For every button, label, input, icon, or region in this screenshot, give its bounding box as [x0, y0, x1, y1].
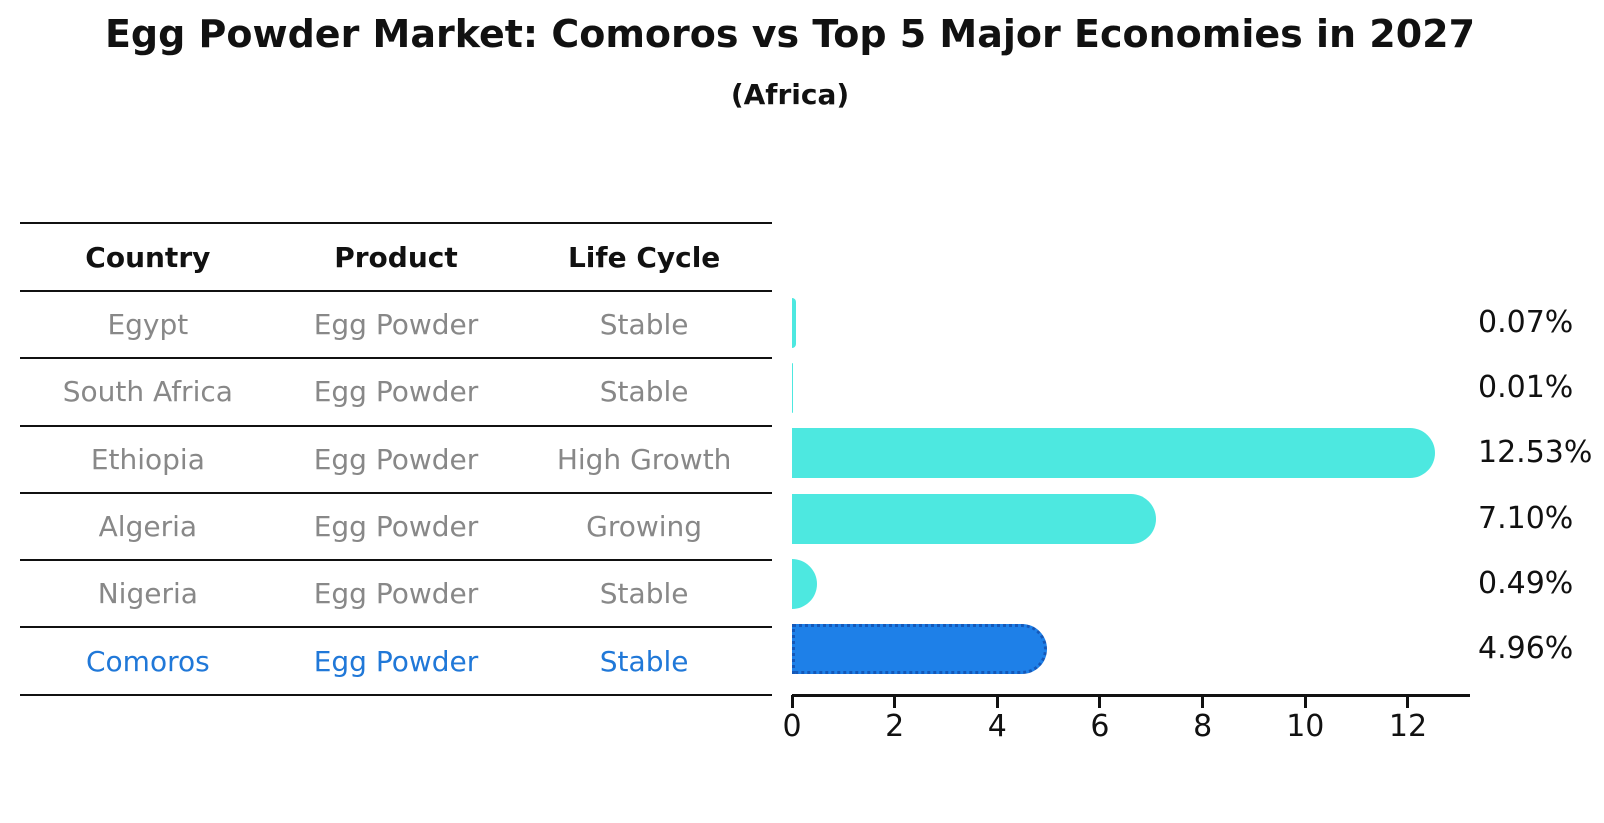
- value-label-south-africa: 0.01%: [1478, 369, 1574, 405]
- table-row: Egypt Egg Powder Stable: [20, 292, 772, 360]
- product-cell: Egg Powder: [313, 442, 479, 476]
- bar-egypt: [792, 297, 796, 348]
- product-cell: Egg Powder: [313, 577, 479, 611]
- life-cycle-cell: Stable: [599, 375, 689, 409]
- x-axis-tick-10: [1303, 695, 1307, 708]
- chart-subtitle: (Africa): [730, 78, 850, 111]
- x-axis-tick-label-4: 4: [987, 709, 1007, 744]
- value-label-egypt: 0.07%: [1478, 304, 1574, 340]
- country-cell: Ethiopia: [90, 442, 205, 476]
- product-cell: Egg Powder: [313, 510, 479, 544]
- bar-ethiopia: [792, 428, 1436, 479]
- value-label-ethiopia: 12.53%: [1478, 435, 1593, 471]
- value-label-nigeria: 0.49%: [1478, 565, 1574, 601]
- table-row: Ethiopia Egg Powder High Growth: [20, 427, 772, 494]
- x-axis-tick-label-10: 10: [1286, 709, 1325, 744]
- x-axis-tick-label-6: 6: [1090, 709, 1110, 744]
- x-axis-tick-4: [995, 695, 999, 708]
- country-cell: South Africa: [62, 375, 233, 409]
- table-row: Comoros Egg Powder Stable: [20, 628, 772, 696]
- country-cell: Comoros: [85, 644, 210, 678]
- table-row: South Africa Egg Powder Stable: [20, 359, 772, 427]
- value-label-comoros: 4.96%: [1478, 631, 1574, 667]
- column-header-product: Product: [334, 240, 458, 274]
- life-cycle-cell: Stable: [599, 308, 689, 342]
- x-axis-tick-2: [893, 695, 897, 708]
- bar-nigeria: [792, 558, 818, 609]
- product-cell: Egg Powder: [313, 308, 479, 342]
- life-cycle-cell: Stable: [599, 577, 689, 611]
- x-axis-tick-label-0: 0: [782, 709, 802, 744]
- product-cell: Egg Powder: [313, 644, 479, 678]
- country-cell: Algeria: [98, 510, 198, 544]
- x-axis-tick-label-2: 2: [885, 709, 905, 744]
- table-header-row: Country Product Life Cycle: [20, 222, 772, 292]
- bar-south-africa: [792, 362, 793, 413]
- product-cell: Egg Powder: [313, 375, 479, 409]
- column-header-country: Country: [85, 240, 211, 274]
- x-axis-tick-label-12: 12: [1388, 709, 1428, 744]
- x-axis-line: [792, 694, 1470, 697]
- bar-algeria: [792, 493, 1157, 544]
- life-cycle-cell: High Growth: [556, 442, 732, 476]
- table-body: Egypt Egg Powder Stable South Africa Egg…: [20, 292, 772, 696]
- country-cell: Nigeria: [97, 577, 198, 611]
- country-table: Country Product Life Cycle Egypt Egg Pow…: [20, 222, 772, 696]
- x-axis-tick-0: [790, 695, 794, 708]
- life-cycle-cell: Growing: [586, 510, 703, 544]
- table-row: Algeria Egg Powder Growing: [20, 494, 772, 562]
- chart-title: Egg Powder Market: Comoros vs Top 5 Majo…: [104, 12, 1476, 56]
- x-axis-tick-12: [1406, 695, 1410, 708]
- country-cell: Egypt: [107, 308, 189, 342]
- x-axis-tick-6: [1098, 695, 1102, 708]
- x-axis-tick-label-8: 8: [1193, 709, 1213, 744]
- x-axis-tick-8: [1201, 695, 1205, 708]
- bar-comoros: [792, 624, 1047, 675]
- table-row: Nigeria Egg Powder Stable: [20, 561, 772, 629]
- column-header-life-cycle: Life Cycle: [567, 240, 721, 274]
- life-cycle-cell: Stable: [599, 644, 689, 678]
- value-label-algeria: 7.10%: [1478, 500, 1574, 536]
